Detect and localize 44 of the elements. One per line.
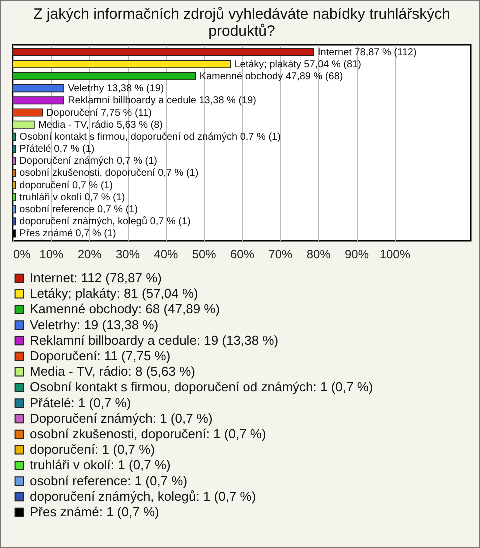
data-label: Přes známé 0,7 % (1) xyxy=(20,228,116,240)
x-tick-label: 50% xyxy=(192,248,217,262)
data-label: doporučení známých, kolegů 0,7 % (1) xyxy=(20,216,191,228)
data-label: Media - TV, rádio 5,63 % (8) xyxy=(38,120,164,131)
x-tick-label: 30% xyxy=(116,248,140,262)
x-tick-label: 90% xyxy=(344,248,370,262)
x-tick-label: 80% xyxy=(306,248,332,262)
x-tick-label: 100% xyxy=(380,248,411,262)
data-label: Doporučení známých 0,7 % (1) xyxy=(20,156,158,168)
x-tick-label: 10% xyxy=(40,248,64,262)
x-tick-label: 40% xyxy=(154,248,178,262)
chart-title: Z jakých informačních zdrojů vyhledáváte nabídky truhlářských produktů? xyxy=(34,6,450,40)
data-label: osobní zkušenosti, doporučení 0,7 % (1) xyxy=(20,168,199,180)
legend-label: truhláři v okolí: 1 (0,7 %) xyxy=(30,458,171,473)
data-label: Letáky; plakáty 57,04 % (81) xyxy=(234,59,362,70)
legend-label: Přátelé: 1 (0,7 %) xyxy=(30,395,132,410)
data-label: Internet 78,87 % (112) xyxy=(318,47,417,58)
x-tick-label: 20% xyxy=(78,248,102,262)
data-label: Kamenné obchody 47,89 % (68) xyxy=(200,71,344,82)
legend-label: Osobní kontakt s firmou, doporučení od známých: 1 (0,7 %) xyxy=(30,380,374,395)
legend-label: doporučení známých, kolegů: 1 (0,7 %) xyxy=(30,488,256,504)
data-label: osobní reference 0,7 % (1) xyxy=(20,204,138,216)
data-label: Doporučení 7,75 % (11) xyxy=(46,108,152,119)
x-tick-label: 0% xyxy=(14,248,32,262)
data-label: Veletrhy 13,38 % (19) xyxy=(68,84,164,95)
legend-label: Veletrhy: 19 (13,38 %) xyxy=(30,317,159,332)
data-label: Osobní kontakt s firmou, doporučení od známých 0,7 % (1) xyxy=(20,132,281,143)
legend-label: Přes známé: 1 (0,7 %) xyxy=(30,504,160,520)
legend-label: Doporučení: 11 (7,75 %) xyxy=(30,348,171,364)
legend-label: osobní zkušenosti, doporučení: 1 (0,7 %) xyxy=(30,426,266,442)
legend-label: osobní reference: 1 (0,7 %) xyxy=(30,473,188,488)
data-label: doporučení 0,7 % (1) xyxy=(20,180,114,192)
legend-label: Reklamní billboardy a cedule: 19 (13,38 %) xyxy=(30,332,279,348)
data-label: Přátelé 0,7 % (1) xyxy=(20,144,95,156)
x-tick-label: 60% xyxy=(230,248,255,262)
legend-label: Media - TV, rádio: 8 (5,63 %) xyxy=(30,364,196,380)
legend-label: Doporučení známých: 1 (0,7 %) xyxy=(30,410,213,426)
data-label: truhláři v okolí 0,7 % (1) xyxy=(20,192,126,204)
data-label: Reklamní billboardy a cedule 13,38 % (19) xyxy=(68,96,257,107)
legend-label: doporučení: 1 (0,7 %) xyxy=(30,442,156,458)
legend-label: Letáky; plakáty: 81 (57,04 %) xyxy=(30,286,198,302)
legend-label: Internet: 112 (78,87 %) xyxy=(30,270,162,286)
legend-label: Kamenné obchody: 68 (47,89 %) xyxy=(30,302,220,317)
x-tick-label: 70% xyxy=(268,248,293,262)
